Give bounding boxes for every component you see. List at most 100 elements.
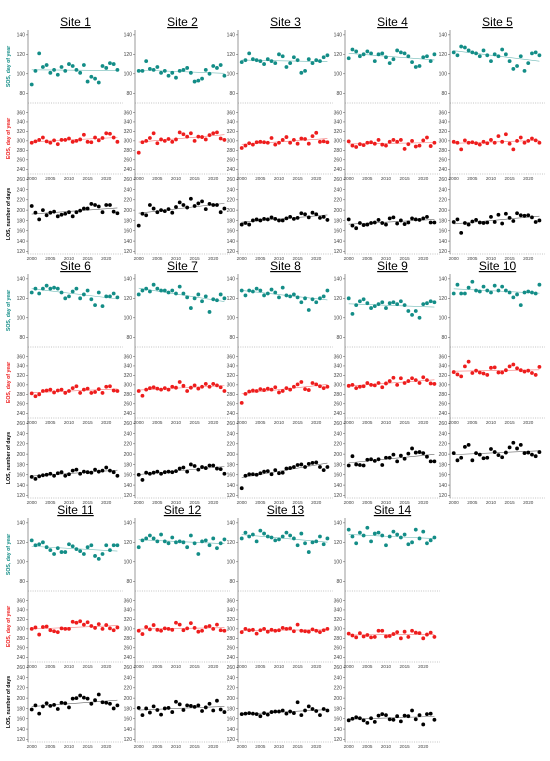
site-13-los-point: [239, 712, 244, 717]
site-5-sos-point: [533, 50, 538, 55]
site-6-eos-point: [96, 387, 101, 392]
site-12-los-point: [196, 703, 201, 708]
site-8-los-point: [288, 466, 293, 470]
site-13-eos-point: [277, 628, 281, 633]
site-7-eos-point: [148, 386, 152, 391]
site-5-los-x-tick-label: 2005: [467, 256, 478, 261]
site-9-sos-point: [432, 300, 437, 305]
site-1-los-point: [85, 206, 90, 211]
site-10-sos-y-tick-label: 80: [441, 335, 447, 341]
site-7-los-point: [159, 471, 163, 476]
site-14-eos-point: [376, 628, 381, 633]
site-7-los-x-tick-label: 2020: [208, 500, 219, 505]
site-12-los-point: [203, 705, 208, 710]
site-5-eos-point: [530, 136, 534, 141]
site-5-los-x-tick-label: 2000: [449, 256, 460, 261]
site-12-sos-point: [144, 536, 149, 541]
site-12-eos-point: [162, 626, 167, 631]
site-3-los-point: [325, 218, 330, 222]
site-7-eos-y-tick-label: 320: [124, 373, 133, 379]
site-2-eos-x-tick-label: 2015: [189, 176, 200, 181]
site-10-sos-point: [470, 279, 475, 284]
site-12-sos-y-tick-label: 80: [126, 579, 132, 585]
site-4-los-x-tick-label: 2010: [381, 256, 392, 261]
site-11-los-point: [29, 707, 34, 712]
site-6-sos-point: [96, 290, 101, 295]
site-9-eos-y-tick-label: 320: [334, 373, 343, 379]
site-1-eos-point: [108, 131, 112, 136]
site-1-los-point: [33, 210, 38, 215]
site-10-los-point: [515, 446, 519, 451]
site-11-los-row-label: LOS, number of days: [6, 676, 12, 728]
site-9-eos-y-tick-label: 260: [334, 402, 343, 408]
site-5-los-y-tick-label: 260: [439, 177, 448, 183]
site-5-sos-point: [485, 53, 490, 58]
site-6-eos-x-tick-label: 2015: [82, 420, 93, 425]
site-3-sos-point: [288, 61, 293, 65]
site-6-sos-point: [104, 294, 109, 299]
site-10-eos-y-tick-label: 240: [439, 411, 448, 417]
site-13-sos-y-tick-label: 120: [227, 540, 236, 546]
site-3-eos-point: [243, 143, 248, 148]
site-3-eos-point: [273, 142, 278, 147]
site-13-eos-point: [239, 630, 244, 635]
site-4-sos-point: [372, 59, 377, 64]
site-2-los-point: [218, 210, 223, 215]
site-2-eos-point: [207, 133, 212, 138]
site-8-sos-point: [247, 288, 252, 293]
site-1-los-point: [48, 210, 53, 215]
site-11-eos-y-tick-label: 260: [17, 646, 26, 652]
site-4-los-y-tick-label: 140: [334, 239, 343, 245]
site-3-los-point: [277, 218, 281, 223]
site-7-los-y-tick-label: 180: [124, 462, 133, 468]
site-11-eos-point: [104, 623, 109, 627]
site-4-los-x-tick-label: 2000: [344, 256, 355, 261]
site-13-los-point: [277, 709, 281, 714]
site-5-sos-point: [496, 54, 501, 59]
site-5-los-point: [477, 220, 482, 225]
site-2-sos-point: [170, 70, 175, 75]
site-4-los-point: [365, 222, 370, 227]
site-11-los-point: [41, 704, 45, 709]
site-10-los-point: [507, 445, 512, 450]
site-5-sos-point: [537, 53, 542, 58]
site-13-los-x-tick-label: 2020: [311, 744, 322, 749]
site-11-sos-point: [93, 554, 97, 558]
site-9-los-point: [425, 454, 429, 459]
site-8-eos-x-tick-label: 2005: [255, 420, 266, 425]
site-7-sos-point: [196, 292, 201, 297]
site-3-los-point: [273, 217, 278, 221]
site-4-eos-point: [410, 138, 414, 143]
site-3-sos-point: [314, 58, 319, 63]
site-13-sos-point: [310, 540, 315, 545]
site-11-los-point: [104, 700, 109, 705]
site-12-los-y-tick-label: 120: [124, 737, 133, 743]
site-7-sos-point: [177, 284, 182, 289]
site-10-eos-point: [477, 370, 482, 375]
site-2-eos-point: [140, 140, 145, 145]
site-12-sos-point: [162, 539, 167, 544]
site-7-eos-point: [155, 386, 160, 391]
site-12-los-point: [218, 707, 223, 712]
site-8-los-x-tick-label: 2000: [237, 500, 248, 505]
site-7-los-x-tick-label: 2005: [152, 500, 163, 505]
site-8-los-y-tick-label: 240: [227, 431, 236, 437]
site-10-sos-point: [518, 303, 523, 308]
site-8-los-point: [239, 486, 244, 491]
site-8-sos-point: [251, 289, 255, 294]
site-2-los-point: [177, 200, 182, 205]
site-11-sos-point: [96, 556, 101, 561]
site-11-eos-point: [115, 625, 120, 630]
site-2-sos-point: [140, 68, 145, 73]
site-7-eos-y-tick-label: 360: [124, 354, 133, 360]
site-14-chart: Site 14801001201402402602803003203403602…: [334, 503, 440, 749]
site-11-sos-point: [85, 545, 90, 550]
site-9-sos-point: [387, 301, 392, 306]
site-6-sos-point: [44, 283, 49, 288]
site-5-eos-y-tick-label: 340: [439, 120, 448, 126]
site-7-eos-point: [222, 389, 227, 393]
site-1-eos-point: [93, 135, 97, 140]
site-5-los-point: [459, 230, 464, 235]
site-4-eos-x-tick-label: 2015: [399, 176, 410, 181]
